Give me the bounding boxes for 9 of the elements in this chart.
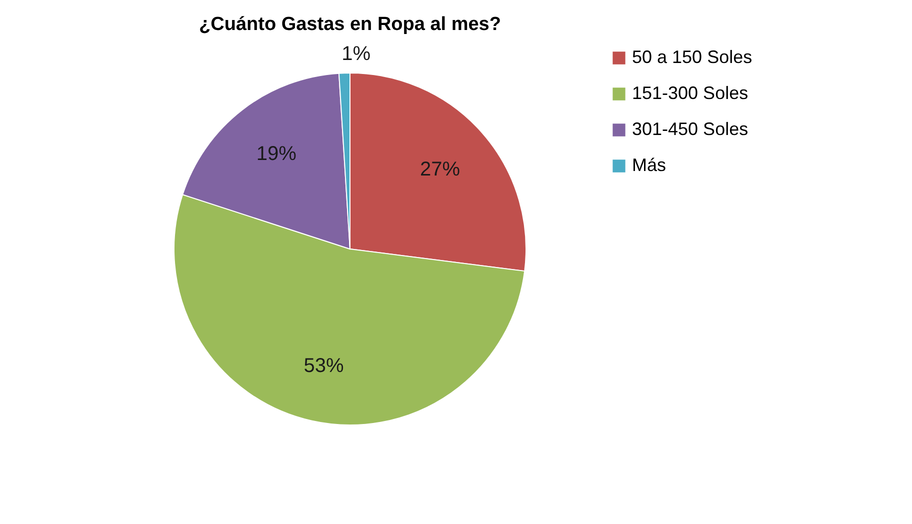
legend-label: 50 a 150 Soles <box>632 47 752 67</box>
data-label: 53% <box>304 355 344 378</box>
chart-title: ¿Cuánto Gastas en Ropa al mes? <box>199 14 501 36</box>
legend-label: Más <box>632 155 666 175</box>
data-label: 1% <box>342 43 371 66</box>
legend-label: 151-300 Soles <box>632 83 748 103</box>
data-label: 27% <box>420 158 460 181</box>
legend-label: 301-450 Soles <box>632 119 748 139</box>
data-label: 19% <box>256 143 297 166</box>
